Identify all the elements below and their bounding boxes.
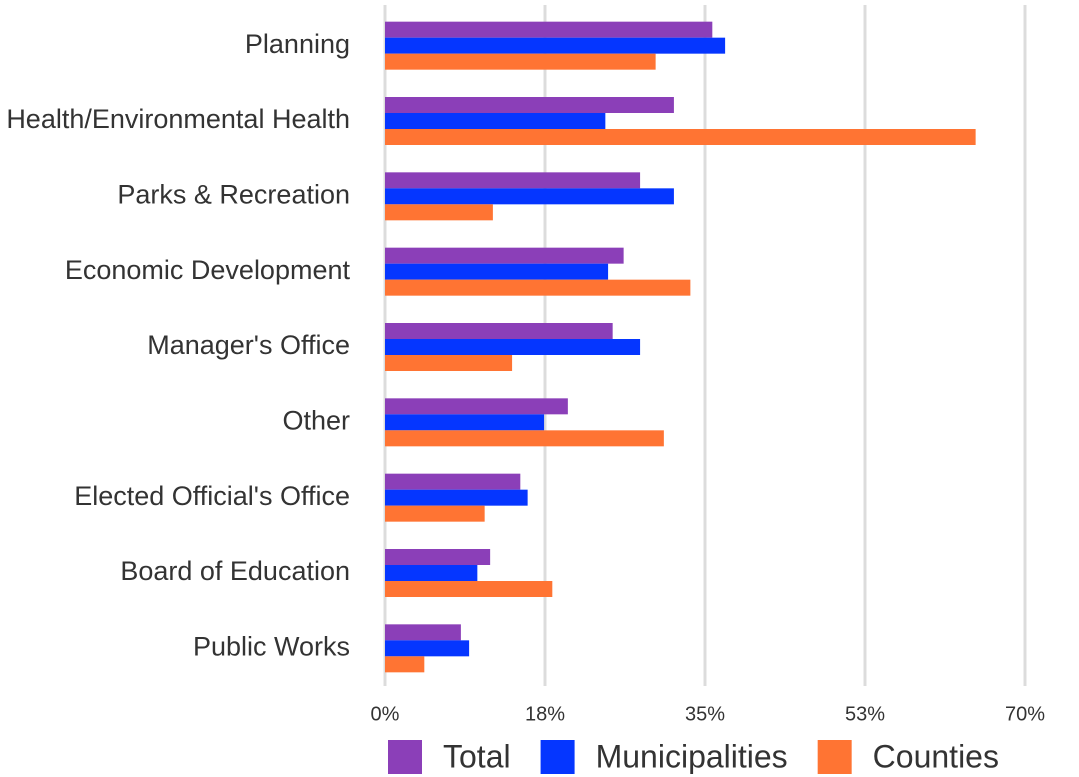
y-tick-label: Planning (245, 29, 350, 59)
legend-label: Total (443, 738, 511, 774)
x-tick-label: 0% (371, 703, 400, 725)
y-tick-label: Health/Environmental Health (6, 104, 350, 134)
bar (385, 204, 493, 221)
bar (385, 339, 641, 355)
bar (385, 21, 713, 38)
bar (385, 247, 624, 264)
bar (385, 398, 568, 415)
bar (385, 172, 641, 189)
y-tick-label: Parks & Recreation (117, 179, 350, 209)
bar (385, 624, 461, 641)
legend-label: Counties (873, 738, 999, 774)
legend-swatch (817, 740, 852, 774)
x-tick-label: 18% (525, 703, 565, 725)
bar (385, 355, 513, 371)
x-tick-label: 70% (1005, 703, 1045, 725)
bar (385, 581, 553, 597)
y-tick-label: Economic Development (65, 255, 351, 285)
y-tick-label: Board of Education (120, 556, 350, 586)
bar (385, 263, 609, 280)
bar (385, 129, 976, 145)
x-tick-label: 53% (845, 703, 885, 725)
bar (385, 656, 425, 673)
bar (385, 640, 470, 657)
bar (385, 430, 664, 447)
bar (385, 549, 491, 565)
y-tick-label: Public Works (193, 631, 350, 661)
bar (385, 473, 521, 490)
bar (385, 489, 528, 506)
bar (385, 113, 606, 129)
bar (385, 323, 613, 339)
x-tick-label: 35% (685, 703, 725, 725)
bar (385, 53, 656, 70)
bar (385, 565, 478, 581)
y-tick-label: Manager's Office (147, 330, 350, 360)
bar (385, 188, 674, 205)
legend-label: Municipalities (596, 738, 788, 774)
bar (385, 97, 674, 113)
y-tick-label: Elected Official's Office (74, 481, 350, 511)
legend-swatch (540, 740, 575, 774)
y-tick-label: Other (282, 405, 350, 435)
bar (385, 279, 691, 296)
bar (385, 414, 545, 431)
bar (385, 505, 485, 522)
legend-swatch (388, 740, 422, 774)
bar (385, 37, 726, 54)
